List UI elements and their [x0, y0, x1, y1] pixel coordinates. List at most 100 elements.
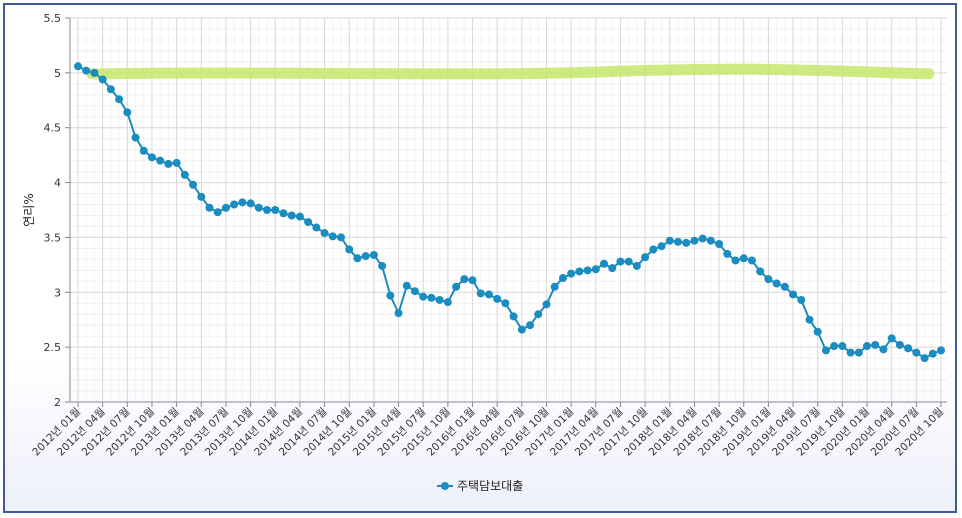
data-point	[517, 325, 526, 334]
data-point	[263, 206, 272, 214]
data-point	[690, 236, 699, 245]
data-point	[509, 312, 518, 321]
data-point	[534, 310, 543, 319]
data-point	[706, 236, 715, 245]
data-point	[665, 236, 674, 245]
y-tick-label: 4.5	[44, 122, 62, 135]
data-point	[501, 299, 510, 308]
data-point	[304, 218, 313, 227]
data-point	[427, 293, 436, 302]
data-point	[287, 211, 296, 220]
data-point	[756, 267, 765, 276]
data-point	[567, 269, 576, 278]
data-point	[484, 290, 493, 299]
data-point	[460, 275, 469, 284]
data-point	[337, 233, 346, 242]
highlight-band	[86, 63, 935, 80]
data-point	[443, 298, 452, 307]
data-point	[887, 334, 896, 343]
data-point	[797, 295, 806, 304]
data-point	[320, 229, 329, 238]
data-point	[698, 234, 707, 243]
data-point	[879, 345, 888, 354]
data-point	[723, 249, 732, 258]
data-point	[854, 348, 863, 357]
chart-frame	[3, 3, 957, 513]
data-point	[821, 346, 830, 355]
data-point	[846, 348, 855, 357]
data-point	[419, 292, 428, 301]
data-point	[164, 159, 173, 168]
data-point	[123, 108, 132, 117]
data-point	[361, 252, 370, 261]
data-point	[410, 287, 419, 296]
data-point	[328, 232, 337, 241]
data-point	[838, 342, 847, 351]
data-point	[583, 266, 592, 275]
data-point	[213, 208, 222, 217]
grid	[70, 17, 947, 403]
legend[interactable]: 주택담보대출	[437, 479, 523, 493]
data-point	[542, 300, 551, 309]
data-point	[575, 267, 584, 276]
series-group	[74, 62, 945, 363]
y-tick-label: 2.5	[44, 341, 62, 354]
data-point	[863, 342, 872, 351]
data-point	[82, 66, 91, 75]
data-point	[205, 203, 214, 212]
y-tick-label: 2	[54, 396, 61, 409]
data-point	[632, 261, 641, 270]
data-point	[221, 203, 230, 212]
legend-marker	[441, 482, 449, 490]
data-point	[378, 261, 387, 270]
data-point	[673, 237, 682, 246]
data-point	[641, 253, 650, 262]
data-point	[780, 282, 789, 291]
data-point	[682, 238, 691, 247]
data-point	[246, 199, 255, 208]
data-point	[813, 327, 822, 336]
data-point	[616, 257, 625, 266]
data-point	[731, 256, 740, 265]
data-point	[805, 315, 814, 324]
data-point	[131, 133, 140, 142]
data-point	[764, 275, 773, 284]
y-axis-title: 연리%	[22, 193, 36, 226]
data-point	[156, 156, 165, 165]
data-point	[106, 85, 115, 94]
data-point	[180, 170, 189, 179]
data-point	[394, 309, 403, 318]
y-tick-label: 3.5	[44, 231, 62, 244]
data-point	[230, 200, 239, 209]
data-point	[624, 257, 633, 266]
y-tick-label: 4	[54, 177, 61, 190]
data-point	[139, 146, 148, 155]
data-point	[649, 245, 658, 254]
data-point	[115, 95, 124, 104]
data-point	[928, 349, 937, 358]
y-tick-labels: 2 2.5 3 3.5 4 4.5 5 5.5	[44, 12, 70, 409]
data-point	[386, 291, 395, 300]
data-point	[920, 354, 929, 363]
data-point	[550, 282, 559, 291]
data-point	[345, 245, 354, 254]
data-point	[295, 212, 304, 221]
series-line	[77, 65, 942, 360]
axes	[69, 18, 947, 403]
data-point	[238, 198, 247, 207]
y-tick-label: 5	[54, 67, 61, 80]
data-point	[657, 242, 666, 251]
data-point	[74, 62, 82, 71]
data-point	[789, 290, 798, 299]
data-point	[895, 340, 904, 349]
data-point	[830, 342, 839, 351]
data-point	[435, 295, 444, 304]
data-point	[558, 274, 567, 283]
data-point	[402, 281, 411, 290]
data-point	[369, 250, 378, 259]
data-point	[526, 321, 535, 330]
data-point	[279, 209, 288, 218]
data-point	[904, 344, 913, 353]
